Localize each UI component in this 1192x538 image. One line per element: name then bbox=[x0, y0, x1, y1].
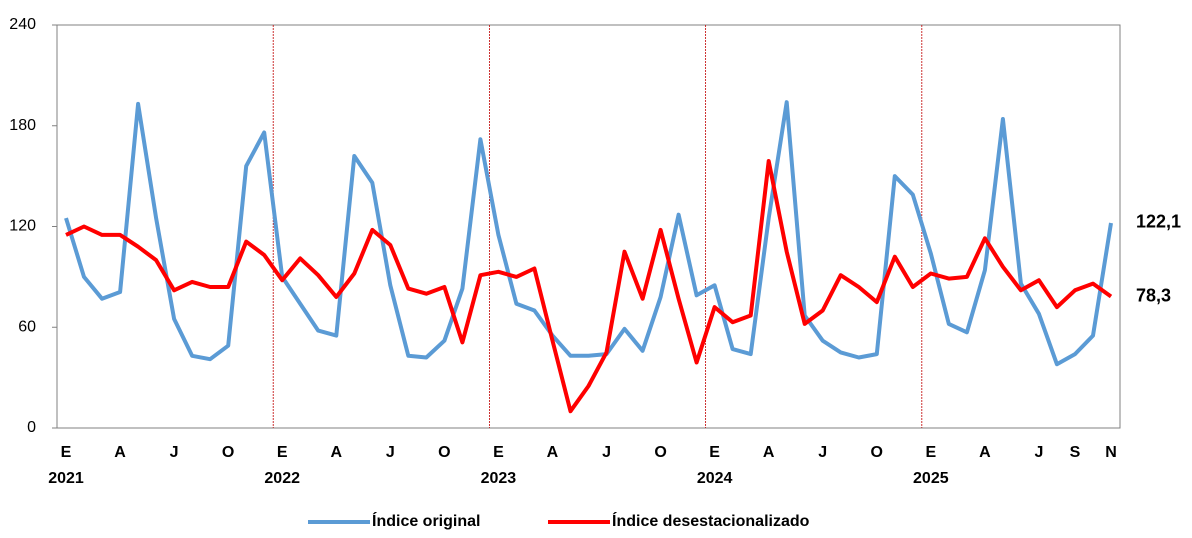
x-tick-label: O bbox=[654, 444, 666, 461]
year-label: 2021 bbox=[48, 470, 84, 487]
x-tick-label: E bbox=[61, 444, 72, 461]
series-line bbox=[64, 100, 1113, 367]
x-tick-label: O bbox=[222, 444, 234, 461]
series-line bbox=[65, 159, 1113, 414]
value-label: 122,1 bbox=[1136, 212, 1181, 232]
x-tick-label: N bbox=[1105, 444, 1117, 461]
year-label: 2025 bbox=[913, 470, 949, 487]
x-tick-label: A bbox=[979, 444, 991, 461]
year-label: 2023 bbox=[481, 470, 517, 487]
x-tick-label: A bbox=[547, 444, 559, 461]
legend-label: Índice desestacionalizado bbox=[612, 511, 810, 530]
x-tick-label: A bbox=[114, 444, 126, 461]
y-tick-label: 240 bbox=[9, 16, 36, 33]
x-tick-label: E bbox=[277, 444, 288, 461]
y-tick-label: 60 bbox=[18, 318, 36, 335]
x-tick-label: J bbox=[170, 444, 179, 461]
x-tick-label: O bbox=[871, 444, 883, 461]
plot-area bbox=[56, 24, 1121, 429]
x-tick-label: J bbox=[818, 444, 827, 461]
legend-label: Índice original bbox=[372, 511, 480, 530]
x-tick-label: E bbox=[709, 444, 720, 461]
x-tick-label: J bbox=[386, 444, 395, 461]
year-label: 2024 bbox=[697, 470, 733, 487]
y-tick-label: 120 bbox=[9, 218, 36, 235]
y-tick-label: 180 bbox=[9, 117, 36, 134]
y-tick-label: 0 bbox=[27, 419, 36, 436]
x-tick-label: E bbox=[493, 444, 504, 461]
x-tick-label: S bbox=[1070, 444, 1081, 461]
x-tick-label: A bbox=[330, 444, 342, 461]
x-tick-label: J bbox=[602, 444, 611, 461]
x-tick-label: A bbox=[763, 444, 775, 461]
x-tick-label: E bbox=[925, 444, 936, 461]
x-tick-label: O bbox=[438, 444, 450, 461]
x-tick-label: J bbox=[1034, 444, 1043, 461]
year-label: 2022 bbox=[264, 470, 300, 487]
value-label: 78,3 bbox=[1136, 285, 1171, 305]
